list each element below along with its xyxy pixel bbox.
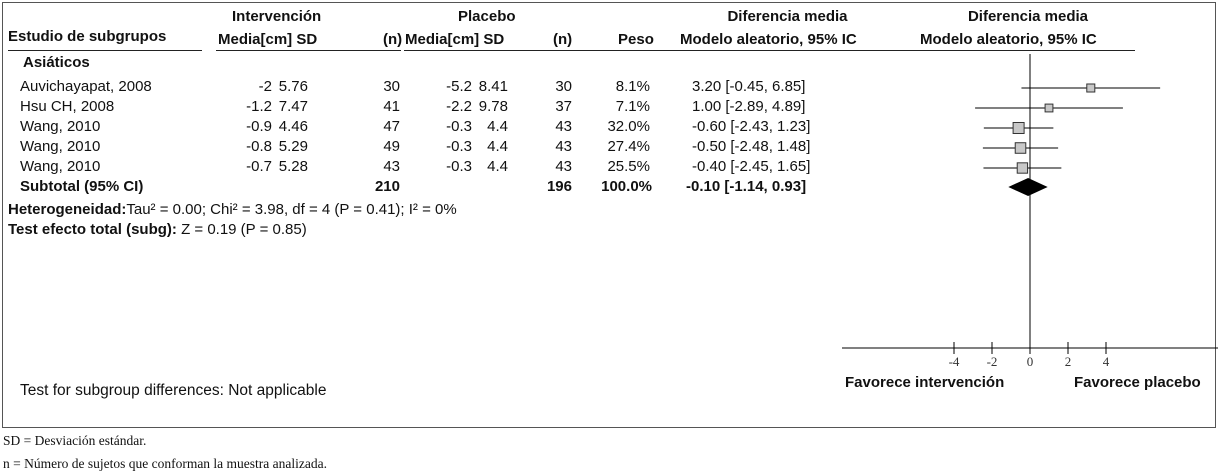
intervention-n: 43	[383, 158, 400, 175]
placebo-sd: 9.78	[478, 98, 508, 115]
overall-effect-line: Test efecto total (subg): Z = 0.19 (P = …	[8, 221, 307, 239]
header-diff-sub: Modelo aleatorio, 95% IC	[680, 31, 857, 48]
intervention-mean: -0.9	[246, 118, 272, 135]
rule-placebo-weight-ci	[404, 50, 938, 51]
group-label: Asiáticos	[23, 54, 90, 71]
header-mean-sd-placebo: Media[cm] SD	[405, 31, 505, 48]
study-weight: 32.0%	[607, 118, 650, 135]
header-study: Estudio de subgrupos	[8, 28, 167, 45]
study-ci: -0.60 [-2.43, 1.23]	[692, 118, 811, 135]
forest-plot-frame	[2, 2, 1216, 428]
heterogeneity-line: Heterogeneidad:Tau² = 0.00; Chi² = 3.98,…	[8, 201, 457, 219]
subtotal-weight: 100.0%	[601, 178, 652, 195]
header-n-intervention: (n)	[383, 31, 403, 48]
placebo-n: 37	[555, 98, 572, 115]
rule-intervention	[216, 50, 401, 51]
placebo-n: 43	[555, 138, 572, 155]
study-name: Wang, 2010	[20, 118, 101, 135]
intervention-n: 30	[383, 78, 400, 95]
header-mean-sd-intervention: Media[cm] SD	[218, 31, 318, 48]
rule-study	[8, 50, 202, 51]
intervention-n: 41	[383, 98, 400, 115]
rule-plot	[919, 50, 1135, 51]
intervention-n: 47	[383, 118, 400, 135]
study-name: Wang, 2010	[20, 138, 101, 155]
placebo-mean: -0.3	[446, 138, 472, 155]
placebo-sd: 4.4	[487, 158, 508, 175]
overall-effect-text: Z = 0.19 (P = 0.85)	[181, 221, 307, 238]
placebo-mean: -0.3	[446, 158, 472, 175]
intervention-mean: -0.8	[246, 138, 272, 155]
heterogeneity-label: Heterogeneidad:	[8, 201, 127, 218]
study-name: Hsu CH, 2008	[20, 98, 115, 115]
header-placebo: Placebo	[458, 8, 516, 25]
header-diff-title: Diferencia media	[727, 8, 848, 25]
study-ci: -0.50 [-2.48, 1.48]	[692, 138, 811, 155]
subtotal-ci: -0.10 [-1.14, 0.93]	[686, 178, 807, 195]
intervention-sd: 7.47	[278, 98, 308, 115]
study-weight: 8.1%	[615, 78, 650, 95]
subgroup-differences: Test for subgroup differences: Not appli…	[20, 382, 327, 399]
overall-effect-label: Test efecto total (subg):	[8, 221, 177, 238]
intervention-sd: 5.29	[278, 138, 308, 155]
subtotal-placebo-n: 196	[546, 178, 572, 195]
header-n-placebo: (n)	[553, 31, 573, 48]
intervention-n: 49	[383, 138, 400, 155]
placebo-sd: 8.41	[478, 78, 508, 95]
placebo-sd: 4.4	[487, 138, 508, 155]
study-ci: 3.20 [-0.45, 6.85]	[692, 78, 806, 95]
favours-placebo: Favorece placebo	[1074, 374, 1201, 391]
intervention-mean: -2	[258, 78, 272, 95]
placebo-mean: -5.2	[446, 78, 472, 95]
placebo-mean: -2.2	[446, 98, 472, 115]
heterogeneity-text: Tau² = 0.00; Chi² = 3.98, df = 4 (P = 0.…	[126, 201, 457, 218]
placebo-mean: -0.3	[446, 118, 472, 135]
study-ci: -0.40 [-2.45, 1.65]	[692, 158, 811, 175]
intervention-sd: 5.76	[278, 78, 308, 95]
intervention-sd: 4.46	[278, 118, 308, 135]
footnote-sd: SD = Desviación estándar.	[3, 433, 147, 448]
intervention-mean: -1.2	[246, 98, 272, 115]
study-weight: 25.5%	[607, 158, 650, 175]
intervention-sd: 5.28	[278, 158, 308, 175]
study-weight: 27.4%	[607, 138, 650, 155]
placebo-n: 43	[555, 158, 572, 175]
intervention-mean: -0.7	[246, 158, 272, 175]
favours-intervention: Favorece intervención	[845, 374, 1005, 391]
study-ci: 1.00 [-2.89, 4.89]	[692, 98, 806, 115]
study-name: Auvichayapat, 2008	[20, 78, 152, 95]
subtotal-intervention-n: 210	[374, 178, 400, 195]
header-plot-title: Diferencia media	[967, 8, 1089, 25]
placebo-sd: 4.4	[487, 118, 508, 135]
study-name: Wang, 2010	[20, 158, 101, 175]
placebo-n: 43	[555, 118, 572, 135]
subtotal-label: Subtotal (95% CI)	[20, 178, 144, 195]
footnote-n: n = Número de sujetos que conforman la m…	[3, 456, 327, 471]
header-weight: Peso	[618, 31, 654, 48]
study-weight: 7.1%	[615, 98, 650, 115]
header-intervention: Intervención	[232, 8, 322, 25]
placebo-n: 30	[555, 78, 572, 95]
header-plot-sub: Modelo aleatorio, 95% IC	[920, 31, 1097, 48]
